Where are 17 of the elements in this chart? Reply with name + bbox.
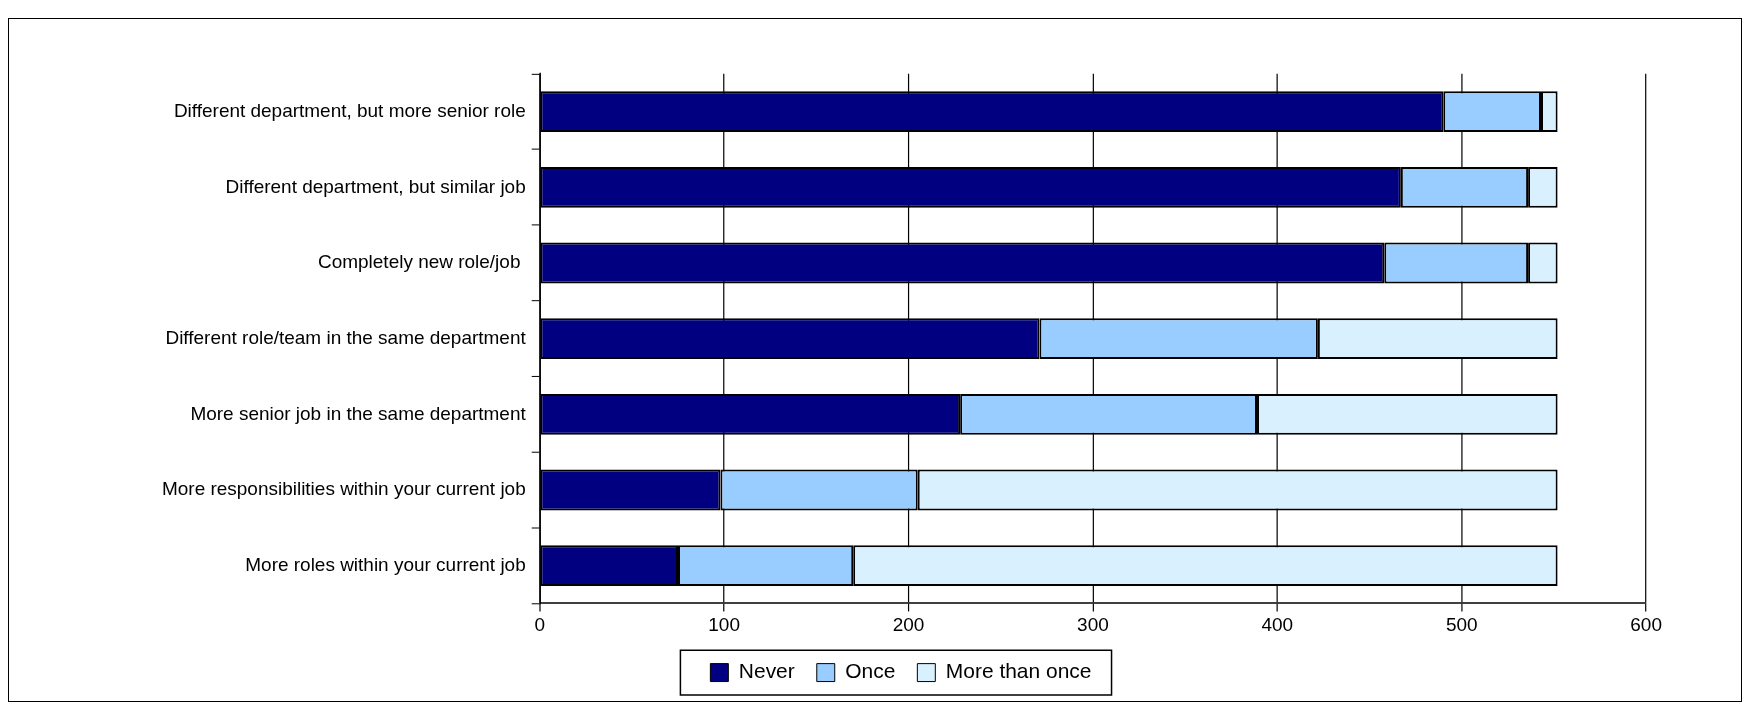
x-tick-label: 400: [1261, 614, 1294, 636]
x-tick-label: 0: [534, 614, 545, 636]
x-tick-label: 600: [1630, 614, 1662, 636]
y-tick-label: More responsibilities within your current job: [161, 478, 526, 500]
x-tick-label: 200: [892, 614, 925, 636]
x-tick-label: 500: [1445, 614, 1478, 636]
y-tick-label: More roles within your current job: [245, 553, 526, 575]
y-tick-label: Different department, but similar job: [225, 175, 526, 197]
x-tick-label: 300: [1077, 614, 1109, 636]
legend-label: Never: [738, 659, 795, 683]
y-tick-label: Completely new role/job: [317, 251, 526, 273]
legend-label: Once: [845, 659, 896, 683]
x-tick-label: 100: [708, 614, 740, 636]
y-tick-label: More senior job in the same department: [190, 402, 527, 424]
y-tick-label: Different department, but more senior role: [173, 99, 526, 121]
y-tick-label: Different role/team in the same department: [165, 326, 527, 348]
legend-label: More than once: [945, 659, 1092, 683]
